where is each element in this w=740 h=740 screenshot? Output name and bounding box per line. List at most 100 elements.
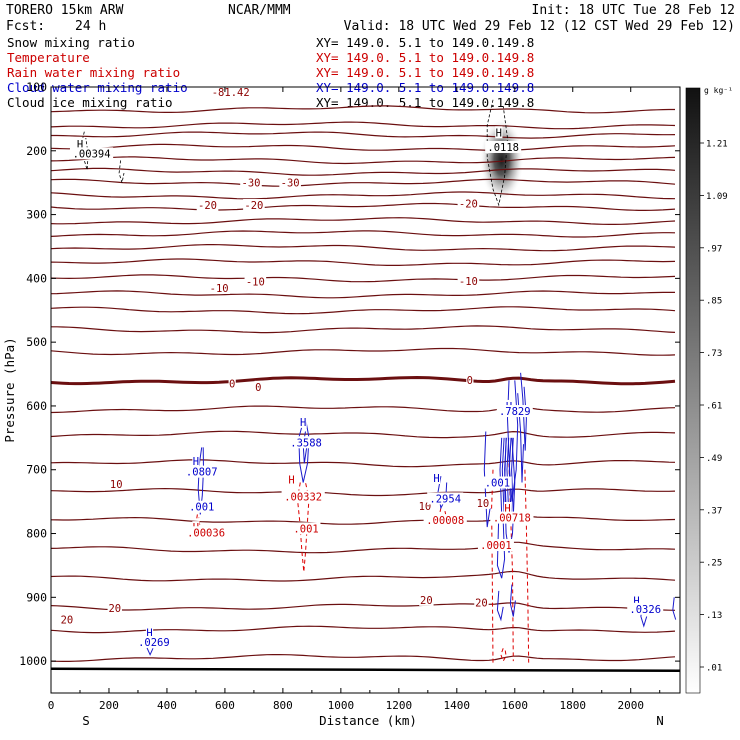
temperature-label-bg bbox=[466, 373, 474, 386]
cloud-water-label-bg bbox=[187, 500, 217, 513]
cloud-water-label-bg bbox=[299, 415, 307, 428]
isotherm-line bbox=[51, 347, 676, 356]
y-tick-label: 900 bbox=[26, 590, 47, 604]
colorbar-ramp bbox=[685, 87, 701, 694]
cloud-water-contour bbox=[496, 590, 504, 622]
x-tick-label: 1600 bbox=[502, 699, 529, 712]
colorbar-tick-label: .37 bbox=[706, 506, 722, 516]
isotherm-line bbox=[51, 325, 676, 334]
y-tick-label: 200 bbox=[26, 144, 47, 158]
isotherm-line bbox=[51, 258, 676, 266]
x-tick-label: 2000 bbox=[617, 699, 644, 712]
cloud-water-label-bg bbox=[135, 635, 172, 648]
cloud-water-label-bg bbox=[192, 454, 200, 467]
temperature-label: -30 bbox=[242, 178, 261, 190]
ice-label: .00394 bbox=[73, 148, 111, 160]
legend-name-rain: Rain water mixing ratio bbox=[7, 65, 180, 80]
cloud-water-contour bbox=[504, 437, 507, 515]
cloud-water-label-bg bbox=[432, 472, 441, 485]
x-end-south: S bbox=[82, 713, 90, 728]
rain-label: .0001 bbox=[480, 540, 512, 552]
snow-max-shading bbox=[479, 117, 524, 202]
plot-area: -81.42 -30 -30 -20 -20 -20 -10 -10 -10 0 0 0 10 10 10 2… bbox=[51, 87, 680, 673]
temperature-label-bg bbox=[109, 477, 124, 490]
isotherm-line bbox=[51, 274, 676, 283]
fcst-label: Fcst: bbox=[6, 19, 45, 34]
x-axis-label: Distance (km) bbox=[319, 713, 417, 728]
cloud-water-contour bbox=[508, 437, 512, 515]
ice-label-bg bbox=[485, 140, 522, 153]
plot-frame bbox=[50, 86, 681, 694]
temperature-label: -10 bbox=[459, 276, 478, 288]
y-tick-label: 400 bbox=[26, 271, 47, 285]
ice-label-bg bbox=[76, 137, 84, 150]
colorbar-tick-label: 1.09 bbox=[706, 192, 728, 202]
temperature-label: 20 bbox=[61, 615, 74, 627]
cloud-water-label: .0269 bbox=[138, 637, 170, 649]
ice-label: H bbox=[496, 127, 502, 139]
cloud-water-contour bbox=[509, 584, 516, 617]
temperature-label: 10 bbox=[110, 479, 123, 491]
rain-label: .00036 bbox=[187, 527, 225, 539]
y-tick-label: 800 bbox=[26, 527, 47, 541]
temperature-label: -10 bbox=[210, 283, 229, 295]
surface-line bbox=[51, 667, 680, 673]
isotherm-line bbox=[51, 121, 676, 130]
legend-xy-rain: XY= 149.0. 5.1 to 149.0.149.8 bbox=[316, 65, 534, 80]
temperature-contours bbox=[51, 105, 676, 662]
isotherm-line bbox=[51, 191, 676, 200]
cloud-water-contour bbox=[506, 437, 510, 515]
temperature-label: 20 bbox=[108, 603, 121, 615]
rain-label-bg bbox=[423, 514, 467, 527]
temperature-label: 10 bbox=[477, 498, 490, 510]
isotherm-line bbox=[51, 570, 676, 582]
temperature-label-bg bbox=[475, 496, 491, 509]
colorbar-unit: g kg⁻¹ bbox=[704, 86, 733, 95]
fcst-value: 24 h bbox=[75, 19, 106, 34]
temperature-label-bg bbox=[279, 176, 301, 189]
rain-label: H bbox=[504, 503, 510, 515]
x-tick-label: 800 bbox=[273, 699, 293, 712]
temperature-label-bg bbox=[457, 197, 480, 210]
colorbar: g kg⁻¹ 1.21 1.09 .97 .85 .73 .61 .49 .37 .25 .13.… bbox=[685, 86, 733, 694]
isotherm-line bbox=[51, 487, 676, 497]
cloud-water-label: .001 bbox=[189, 502, 214, 514]
isotherm-line bbox=[51, 654, 676, 662]
temperature-label-bg bbox=[254, 380, 262, 393]
y-tick-label: 700 bbox=[26, 463, 47, 477]
cloud-water-label-bg bbox=[183, 465, 220, 478]
colorbar-tick-label: .25 bbox=[706, 559, 722, 569]
colorbar-tick-label: .49 bbox=[706, 454, 722, 464]
header: TORERO 15km ARW NCAR/MMM Init: 18 UTC Tu… bbox=[6, 3, 735, 34]
model-title: TORERO 15km ARW bbox=[6, 3, 124, 18]
temperature-label-bg bbox=[209, 87, 253, 99]
isotherm-line bbox=[51, 244, 676, 252]
isotherm-line bbox=[51, 156, 676, 165]
cloud-water-label: H bbox=[633, 596, 639, 608]
y-tick-label: 500 bbox=[26, 335, 47, 349]
temperature-label: -10 bbox=[246, 277, 265, 289]
isotherm-line bbox=[51, 131, 676, 139]
temperature-label-bg bbox=[196, 199, 219, 212]
cloud-water-label: .0807 bbox=[186, 467, 218, 479]
cloud-water-label-bg bbox=[288, 436, 325, 449]
colorbar-tick-label: .73 bbox=[706, 349, 722, 359]
cloud-water-contour bbox=[672, 597, 677, 620]
temperature-label: 0 bbox=[467, 375, 473, 387]
x-tick-label: 1200 bbox=[386, 699, 413, 712]
legend-name-snow: Snow mixing ratio bbox=[7, 35, 135, 50]
isotherm-line bbox=[51, 105, 675, 114]
cloud-water-contour bbox=[506, 380, 519, 502]
cloud-water-label-bg bbox=[632, 594, 641, 607]
isotherm-line bbox=[51, 167, 676, 176]
cloud-water-label: H bbox=[193, 456, 199, 468]
cloud-water-contour bbox=[511, 437, 514, 515]
cloud-water-contour bbox=[499, 437, 503, 515]
colorbar-tick-label: .97 bbox=[706, 244, 722, 254]
isotherm-line bbox=[51, 202, 676, 211]
legend-xy-snow: XY= 149.0. 5.1 to 149.0.149.8 bbox=[316, 35, 534, 50]
rain-label-bg bbox=[490, 511, 534, 524]
cloud-water-label: .3588 bbox=[290, 437, 322, 449]
temperature-label-bg bbox=[59, 613, 75, 626]
